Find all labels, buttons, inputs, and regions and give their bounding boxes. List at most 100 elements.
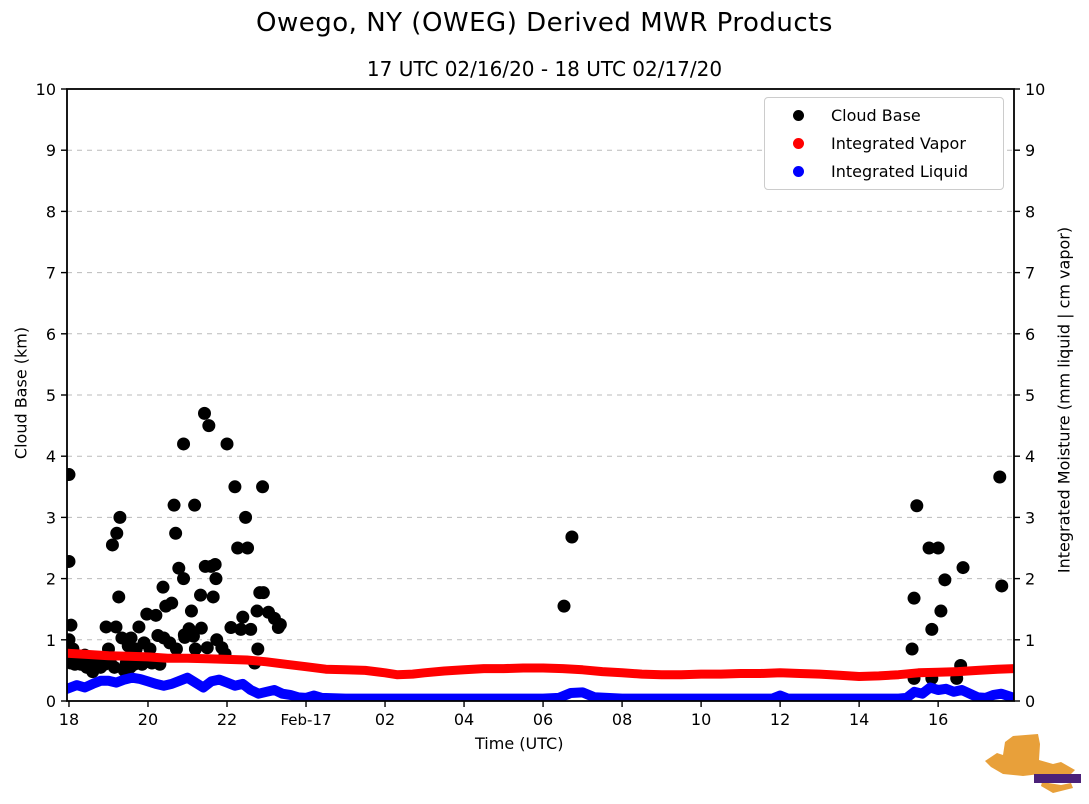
cloud-base-point (938, 573, 952, 587)
legend-label: Cloud Base (831, 106, 921, 126)
cloud-base-point (256, 586, 270, 600)
cloud-base-point (165, 596, 179, 610)
x-tick-label: Feb-17 (280, 711, 331, 729)
x-tick-label: 20 (138, 710, 158, 729)
cloud-base-point (169, 526, 183, 540)
y-tick-label-right: 8 (1025, 202, 1035, 221)
cloud-base-point (105, 538, 119, 552)
x-tick-label: 02 (375, 710, 395, 729)
legend-item-integrated-liquid: Integrated Liquid (765, 157, 1003, 185)
cloud-base-point (224, 621, 238, 635)
y-tick-label-right: 6 (1025, 325, 1035, 344)
x-tick-label: 04 (454, 710, 474, 729)
x-tick-label: 22 (217, 710, 237, 729)
cloud-base-point (208, 558, 222, 572)
x-tick-label: 14 (849, 710, 869, 729)
x-tick-label: 10 (691, 710, 711, 729)
y-tick-label-right: 9 (1025, 141, 1035, 160)
cloud-base-point (188, 642, 202, 656)
cloud-base-point (149, 608, 163, 622)
cloud-base-point (231, 541, 245, 555)
y-tick-label-right: 2 (1025, 570, 1035, 589)
y-tick-label-right: 5 (1025, 386, 1035, 405)
cloud-base-point (934, 604, 948, 618)
cloud-base-point (172, 561, 186, 575)
cloud-base-point (107, 660, 121, 674)
cloud-base-point (228, 480, 242, 494)
y-tick-label-right: 7 (1025, 264, 1035, 283)
series-group (67, 406, 1014, 701)
y-tick-label-left: 9 (46, 141, 56, 160)
cloud-base-point (113, 510, 127, 524)
cloud-base-point (995, 579, 1009, 593)
legend-item-integrated-vapor: Integrated Vapor (765, 130, 1003, 158)
y-tick-label-left: 7 (46, 264, 56, 283)
cloud-base-point (931, 541, 945, 555)
y-tick-label-right: 10 (1025, 80, 1045, 99)
cloud-base-point (202, 419, 216, 433)
cloud-base-point (234, 622, 248, 636)
y-tick-label-right: 4 (1025, 447, 1035, 466)
y-tick-label-left: 1 (46, 631, 56, 650)
y-tick-label-left: 10 (36, 80, 56, 99)
x-tick-label: 06 (533, 710, 553, 729)
y-tick-label-right: 1 (1025, 631, 1035, 650)
y-tick-label-left: 5 (46, 386, 56, 405)
cloud-base-point (993, 470, 1007, 484)
cloud-base-point (241, 541, 255, 555)
cloud-base-point (67, 618, 78, 632)
cloud-base-point (194, 621, 208, 635)
integrated-vapor-line (67, 648, 1014, 681)
cloud-base-point (99, 620, 113, 634)
cloud-base-point (251, 642, 265, 656)
cloud-base-point (186, 629, 200, 643)
cloud-base-point (67, 468, 76, 482)
cloud-base-point (905, 642, 919, 656)
cloud-base-point (132, 620, 146, 634)
cloud-base-point (194, 588, 208, 602)
y-tick-label-left: 8 (46, 202, 56, 221)
x-tick-label: 12 (770, 710, 790, 729)
ny-state-shape (985, 734, 1075, 782)
x-tick-label: 08 (612, 710, 632, 729)
cloud-base-point (177, 437, 191, 451)
nys-mesonet-logo (985, 734, 1081, 793)
cloud-base-point (910, 499, 924, 513)
cloud-base-point (244, 622, 258, 636)
chart-title: Owego, NY (OWEG) Derived MWR Products (256, 8, 833, 38)
x-tick-label: 16 (928, 710, 948, 729)
cloud-base-point (907, 591, 921, 605)
chart-subtitle: 17 UTC 02/16/20 - 18 UTC 02/17/20 (366, 57, 723, 81)
cloud-base-point (177, 572, 191, 586)
cloud-base-point (206, 590, 220, 604)
integrated-vapor-marker-icon (793, 138, 804, 149)
cloud-base-point (110, 526, 124, 540)
cloud-base-point (250, 604, 264, 618)
legend-label: Integrated Liquid (831, 161, 969, 181)
cloud-base-point (236, 610, 250, 624)
cloud-base-point (67, 554, 76, 568)
integrated-liquid-marker-icon (793, 165, 804, 177)
cloud-base-point (169, 642, 183, 656)
y-tick-label-left: 2 (46, 570, 56, 589)
cloud-base-point (273, 618, 287, 631)
legend: Cloud Base Integrated Vapor Integrated L… (764, 97, 1004, 190)
cloud-base-point (209, 572, 223, 586)
cloud-base-point (922, 541, 936, 555)
cloud-base-point (239, 510, 253, 524)
logo-tagline-bar (1034, 774, 1081, 783)
y-tick-label-left: 3 (46, 508, 56, 527)
cloud-base-point (156, 580, 170, 594)
ny-state-icon (985, 734, 1075, 793)
cloud-base-point (143, 642, 157, 656)
x-tick-label: 18 (59, 710, 79, 729)
cloud-base-point (220, 437, 234, 451)
x-axis-label: Time (UTC) (475, 734, 564, 753)
y-tick-label-left: 4 (46, 447, 56, 466)
y-tick-label-right: 0 (1025, 692, 1035, 711)
cloud-base-point (112, 590, 126, 604)
cloud-base-point (200, 641, 214, 655)
cloud-base-point (925, 622, 939, 636)
